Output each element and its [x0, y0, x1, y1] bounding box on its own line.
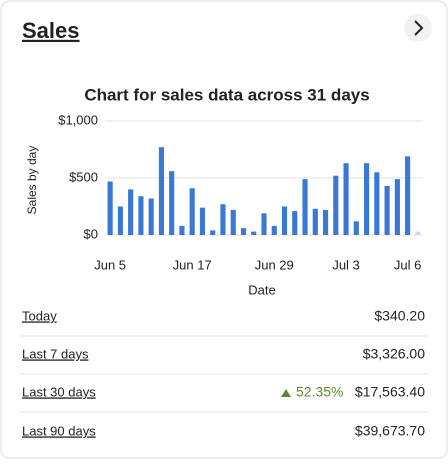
bar — [292, 211, 298, 235]
bar — [353, 221, 359, 235]
bar — [281, 206, 288, 235]
bar — [343, 163, 349, 235]
bar — [302, 179, 308, 235]
bar — [179, 225, 185, 235]
bar — [374, 172, 380, 235]
x-tick-label: Jul 6 — [394, 257, 421, 272]
stat-label[interactable]: Last 90 days — [22, 423, 96, 438]
bar — [240, 228, 247, 235]
stat-value: $39,673.70 — [355, 423, 425, 439]
bar — [415, 231, 421, 235]
bar — [210, 230, 216, 235]
stat-value: $17,563.40 — [355, 384, 425, 400]
x-tick-label: Jul 3 — [332, 257, 359, 272]
more-button[interactable] — [404, 14, 432, 42]
bar — [271, 225, 277, 235]
bar — [199, 207, 206, 235]
bar — [220, 204, 226, 235]
bar — [384, 185, 390, 235]
stat-value: $340.20 — [374, 308, 425, 324]
card-title[interactable]: Sales — [22, 18, 80, 43]
bar — [107, 181, 113, 235]
x-tick-label: Jun 5 — [94, 257, 126, 272]
bar — [128, 189, 134, 235]
x-tick-label: Jun 17 — [173, 257, 212, 272]
stat-label[interactable]: Last 7 days — [22, 346, 89, 361]
bar — [333, 175, 339, 235]
bar — [138, 196, 144, 235]
bar — [230, 209, 236, 235]
y-tick-label: $500 — [69, 169, 98, 184]
bar — [312, 208, 318, 235]
bar — [251, 231, 257, 235]
chart-title: Chart for sales data across 31 days — [84, 85, 369, 104]
bar — [322, 209, 329, 235]
bar — [261, 213, 267, 235]
bar — [148, 198, 154, 235]
bar — [394, 179, 400, 235]
bar — [364, 163, 370, 235]
y-tick-label: $0 — [84, 226, 98, 241]
bar — [169, 171, 175, 235]
stat-label[interactable]: Last 30 days — [22, 384, 96, 399]
stat-label[interactable]: Today — [22, 308, 57, 323]
bar — [117, 206, 123, 235]
up-arrow — [281, 389, 291, 397]
y-tick-label: $1,000 — [58, 112, 98, 127]
stat-change: 52.35% — [296, 384, 343, 400]
x-tick-label: Jun 29 — [255, 257, 294, 272]
bar — [158, 147, 164, 235]
x-axis-label: Date — [248, 282, 275, 297]
stat-value: $3,326.00 — [363, 346, 425, 362]
bar — [405, 156, 411, 235]
chevron-icon — [414, 20, 424, 36]
bar — [189, 188, 195, 235]
y-axis-label: Sales by day — [25, 146, 39, 215]
